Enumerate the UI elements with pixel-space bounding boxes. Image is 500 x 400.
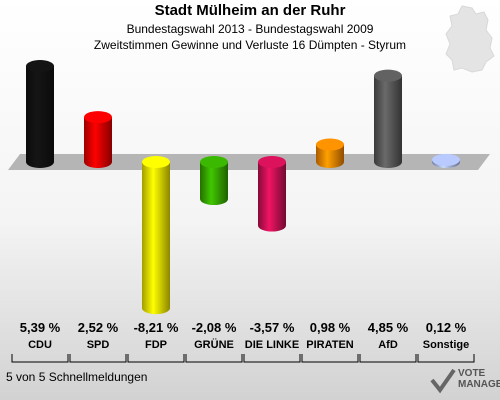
- bar-chart: [8, 60, 490, 315]
- checkmark-icon: [430, 368, 456, 394]
- bar-body: [142, 162, 170, 309]
- bar-body: [84, 117, 112, 162]
- bar-top-cap: [432, 153, 460, 166]
- bar-cdu: [26, 60, 54, 168]
- bar-spd: [84, 111, 112, 168]
- category-label: FDP: [145, 339, 167, 351]
- value-label: 0,98 %: [309, 320, 351, 335]
- bar-afd: [374, 69, 402, 168]
- bar-grüne: [200, 156, 228, 206]
- bar-bottom-cap: [316, 156, 344, 168]
- bar-body: [374, 75, 402, 162]
- chart-title: Stadt Mülheim an der Ruhr: [154, 2, 346, 19]
- chart-description: Zweitstimmen Gewinne und Verluste 16 Düm…: [93, 38, 407, 52]
- category-label: CDU: [28, 339, 52, 351]
- bar-top-cap: [316, 138, 344, 151]
- value-label: 5,39 %: [19, 320, 61, 335]
- category-label: DIE LINKE: [244, 339, 300, 351]
- bar-sonstige: [432, 153, 460, 168]
- bar-top-cap: [142, 156, 170, 168]
- bar-top-cap: [26, 60, 54, 73]
- bar-bottom-cap: [200, 193, 228, 206]
- category-separator: [185, 354, 243, 363]
- category-separator: [243, 354, 301, 363]
- bar-bottom-cap: [374, 156, 402, 168]
- category-separator: [301, 354, 359, 363]
- value-label: -2,08 %: [191, 320, 237, 335]
- value-label: 0,12 %: [425, 320, 467, 335]
- value-label: -8,21 %: [133, 320, 179, 335]
- bar-top-cap: [200, 156, 228, 168]
- category-label: Sonstige: [422, 339, 470, 351]
- category-separator: [417, 354, 475, 363]
- category-label: AfD: [378, 339, 398, 351]
- bar-top-cap: [374, 69, 402, 82]
- bar-bottom-cap: [26, 156, 54, 168]
- bar-body: [26, 66, 54, 162]
- votemanager-logo: VOTE MANAGER: [428, 366, 500, 398]
- bar-bottom-cap: [142, 302, 170, 315]
- bar-fdp: [142, 156, 170, 315]
- category-label: GRÜNE: [194, 339, 234, 351]
- bar-body: [258, 162, 286, 226]
- category-separator: [127, 354, 185, 363]
- category-label: SPD: [86, 339, 110, 351]
- value-label: 2,52 %: [77, 320, 119, 335]
- germany-map-icon: [445, 5, 495, 73]
- bar-bottom-cap: [84, 156, 112, 168]
- category-separator: [359, 354, 417, 363]
- value-label: -3,57 %: [249, 320, 295, 335]
- logo-text: VOTE MANAGER: [458, 368, 500, 390]
- bar-die-linke: [258, 156, 286, 232]
- footer-note: 5 von 5 Schnellmeldungen: [6, 370, 148, 384]
- category-separator: [11, 354, 69, 363]
- zero-axis-band: [8, 154, 490, 170]
- bar-top-cap: [84, 111, 112, 124]
- category-separator: [69, 354, 127, 363]
- bar-body: [200, 162, 228, 200]
- bar-piraten: [316, 138, 344, 168]
- bar-bottom-cap: [258, 219, 286, 232]
- chart-subtitle: Bundestagswahl 2013 - Bundestagswahl 200…: [126, 22, 374, 36]
- value-label: 4,85 %: [367, 320, 409, 335]
- category-label: PIRATEN: [306, 339, 354, 351]
- bar-top-cap: [258, 156, 286, 168]
